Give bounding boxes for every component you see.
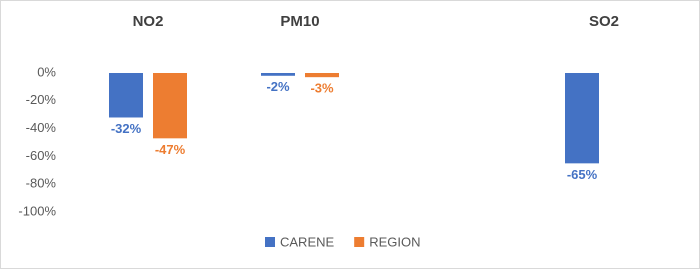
bar xyxy=(305,73,339,78)
bar xyxy=(153,73,187,139)
bar xyxy=(565,73,599,164)
y-tick-label: -60% xyxy=(26,148,57,163)
legend-label: REGION xyxy=(369,234,420,249)
bar xyxy=(109,73,143,118)
data-label: -32% xyxy=(111,121,142,136)
legend-label: CARENE xyxy=(280,234,335,249)
data-label: -3% xyxy=(310,81,334,96)
legend-swatch xyxy=(265,237,275,247)
x-tick-label: SO2 xyxy=(589,13,619,30)
data-label: -65% xyxy=(567,167,598,182)
legend-swatch xyxy=(354,237,365,247)
bar xyxy=(261,73,295,76)
y-tick-label: -20% xyxy=(26,92,57,107)
y-tick-label: -100% xyxy=(18,203,56,218)
y-tick-label: 0% xyxy=(37,64,56,79)
y-tick-label: -80% xyxy=(26,176,57,191)
x-tick-label: PM10 xyxy=(280,13,319,30)
x-tick-label: NO2 xyxy=(133,13,164,30)
data-label: -47% xyxy=(155,142,186,157)
data-label: -2% xyxy=(266,79,290,94)
y-tick-label: -40% xyxy=(26,120,57,135)
